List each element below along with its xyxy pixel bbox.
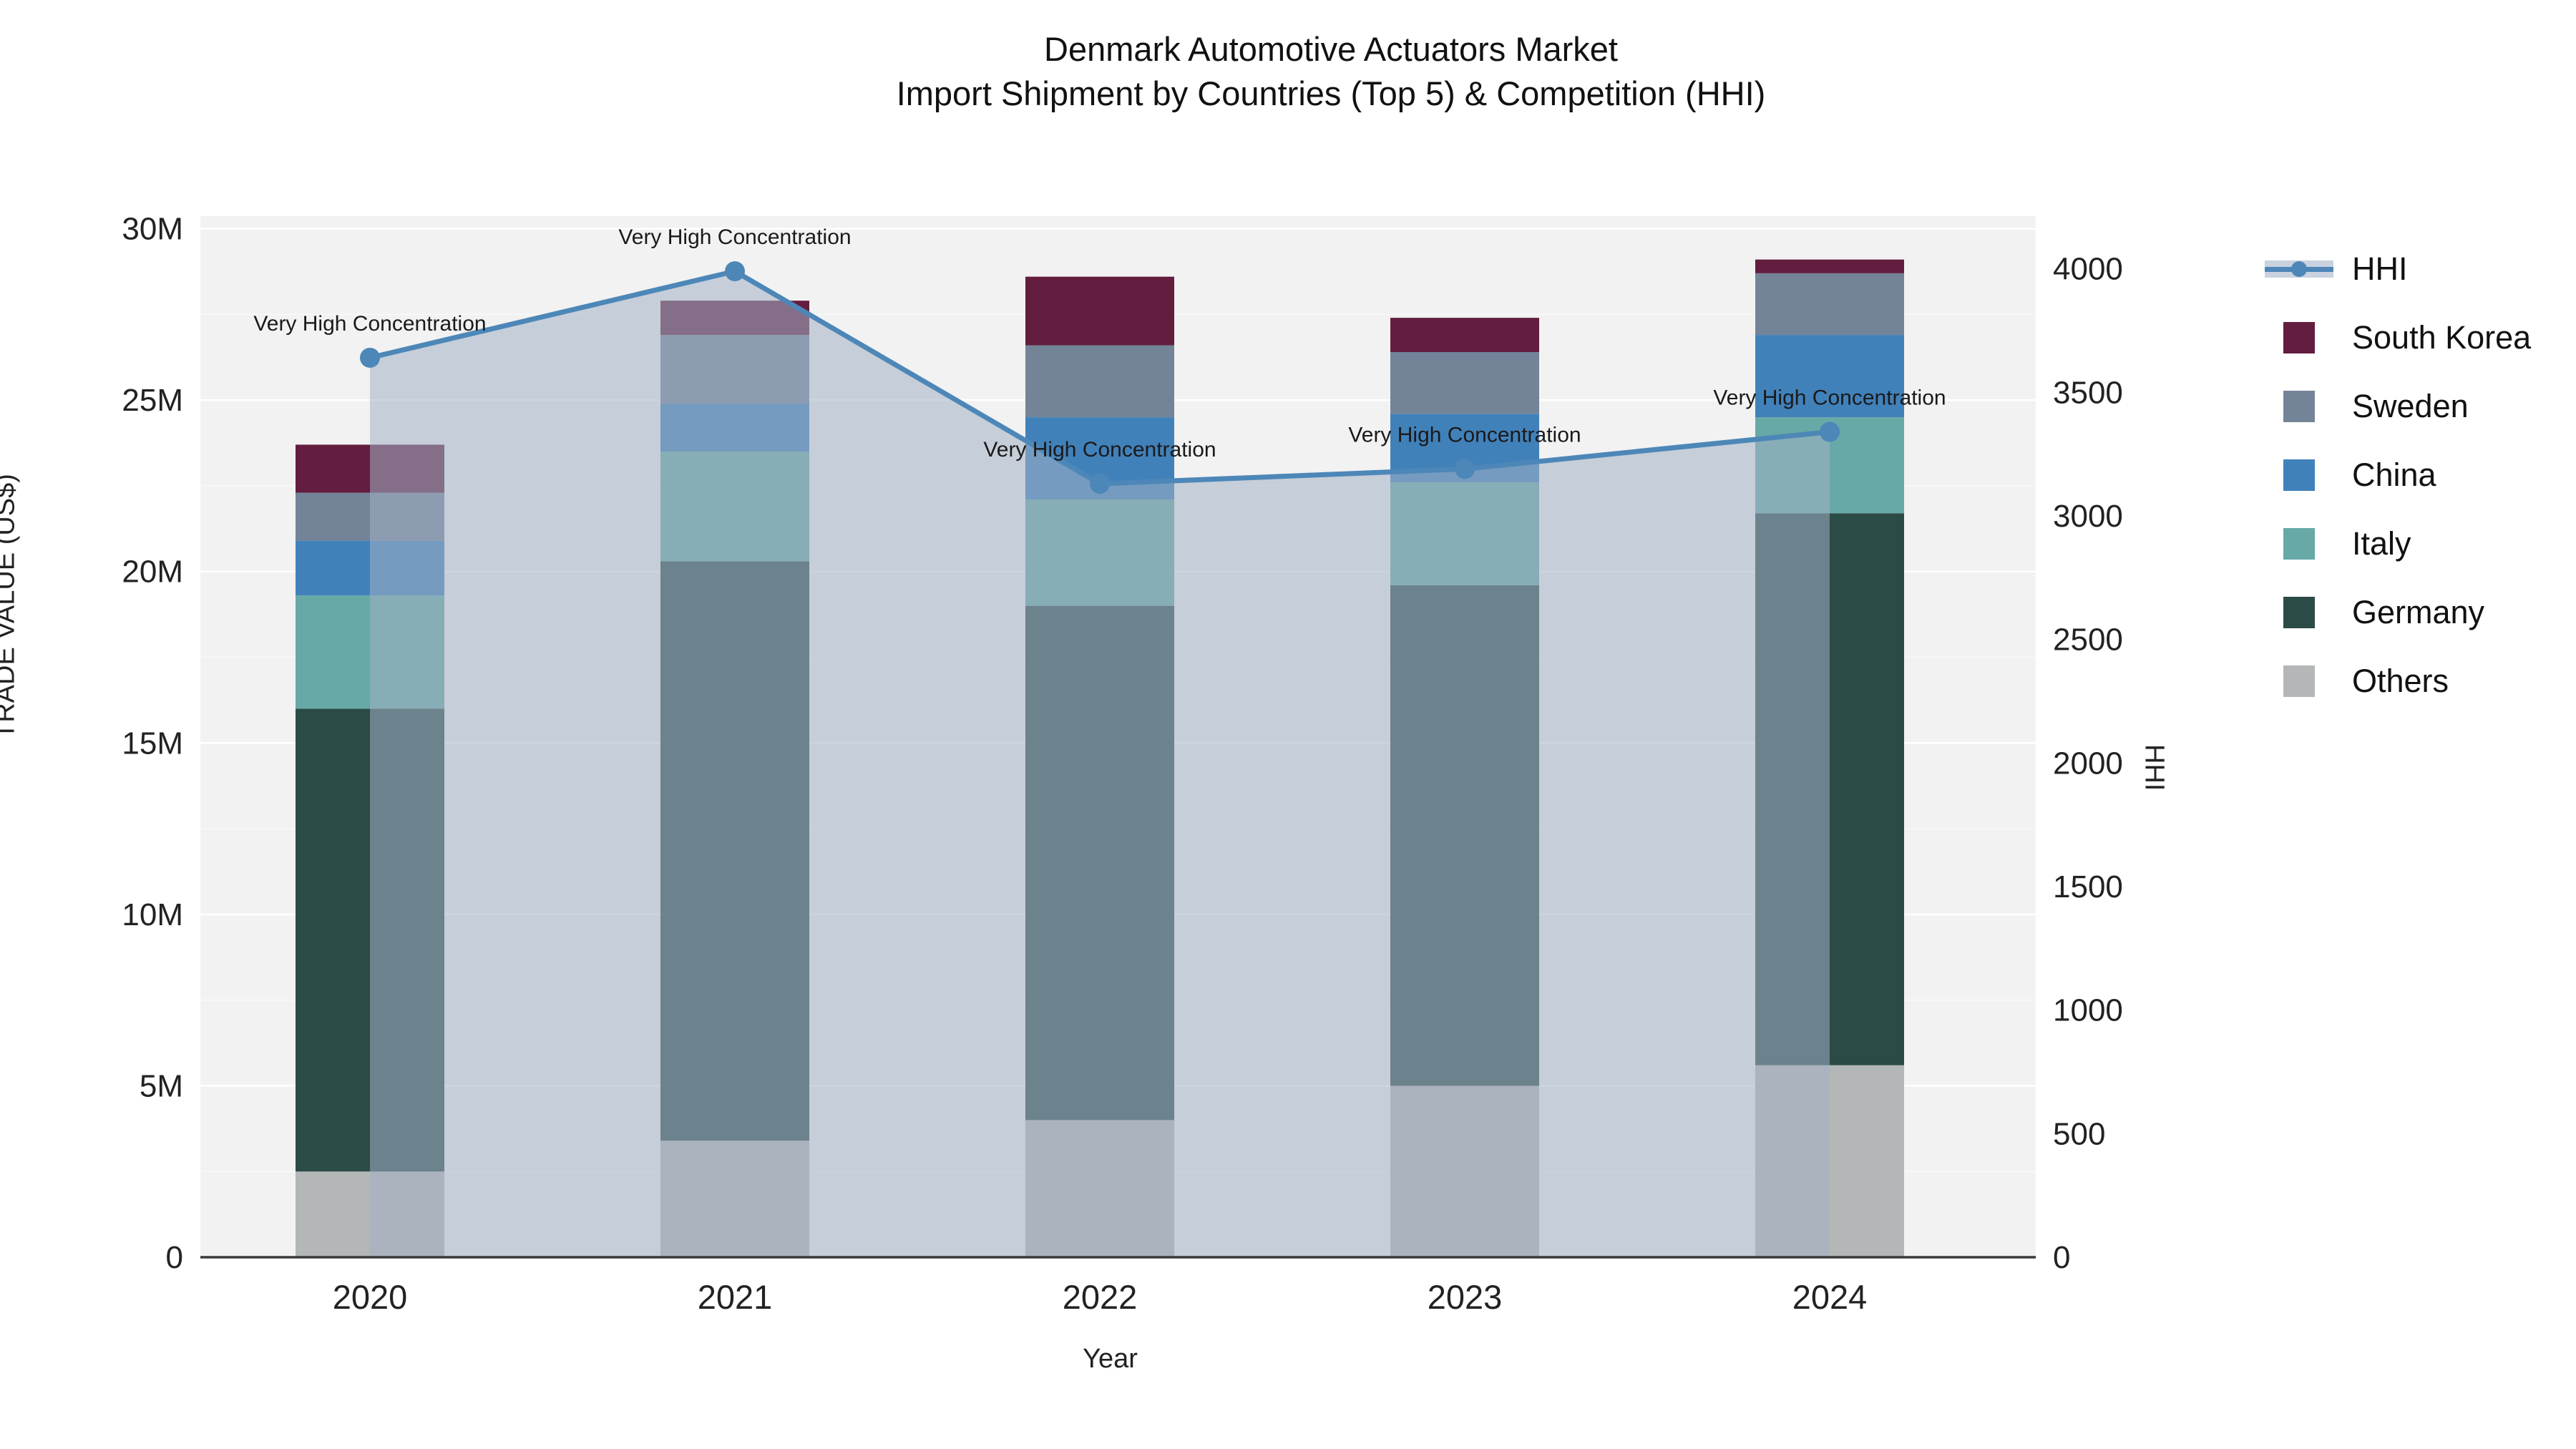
x-tick-label-2023: 2023 bbox=[1428, 1278, 1503, 1316]
legend-swatch-italy bbox=[2283, 528, 2315, 560]
legend-marker-column bbox=[2265, 597, 2333, 628]
y2-tick-label: 2500 bbox=[2053, 623, 2123, 658]
legend-marker-column bbox=[2265, 459, 2333, 491]
y-tick-label: 20M bbox=[122, 555, 183, 590]
annotation-2023: Very High Concentration bbox=[1348, 423, 1581, 447]
y-tick-label: 0 bbox=[166, 1240, 183, 1275]
legend-label: Sweden bbox=[2352, 388, 2469, 424]
bar-segment-sweden-2022[interactable] bbox=[1025, 345, 1174, 418]
hhi-point-2023[interactable] bbox=[1455, 459, 1475, 479]
legend-swatch-others bbox=[2283, 665, 2315, 697]
legend-item-germany[interactable]: Germany bbox=[2265, 578, 2531, 647]
legend-label: HHI bbox=[2352, 250, 2408, 287]
x-tick-label-2021: 2021 bbox=[698, 1278, 773, 1316]
annotation-2021: Very High Concentration bbox=[618, 225, 851, 249]
x-tick-label-2020: 2020 bbox=[333, 1278, 408, 1316]
hhi-point-2020[interactable] bbox=[360, 347, 380, 368]
bar-segment-sweden-2024[interactable] bbox=[1755, 273, 1904, 336]
x-tick-label-2024: 2024 bbox=[1792, 1278, 1868, 1316]
bar-segment-sweden-2023[interactable] bbox=[1390, 352, 1539, 414]
legend-marker-column bbox=[2265, 528, 2333, 560]
y2-tick-label: 4000 bbox=[2053, 252, 2123, 287]
bar-segment-china-2024[interactable] bbox=[1755, 335, 1904, 418]
legend: HHI South Korea Sweden China Italy Germany Oth… bbox=[2265, 235, 2531, 716]
legend-item-hhi[interactable]: HHI bbox=[2265, 235, 2531, 303]
y-tick-label: 5M bbox=[140, 1068, 183, 1103]
chart-title-line2: Import Shipment by Countries (Top 5) & C… bbox=[896, 74, 1766, 113]
y-tick-label: 30M bbox=[122, 212, 183, 247]
bar-segment-south-korea-2022[interactable] bbox=[1025, 276, 1174, 346]
hhi-point-2021[interactable] bbox=[725, 261, 745, 282]
hhi-point-2024[interactable] bbox=[1820, 421, 1840, 442]
x-tick-label-2022: 2022 bbox=[1063, 1278, 1138, 1316]
legend-marker-column bbox=[2265, 322, 2333, 353]
y-tick-label: 15M bbox=[122, 726, 183, 761]
annotation-2020: Very High Concentration bbox=[253, 312, 486, 336]
hhi-line-legend-marker bbox=[2265, 255, 2333, 283]
legend-marker-column bbox=[2265, 391, 2333, 422]
legend-swatch-china bbox=[2283, 459, 2315, 491]
legend-item-italy[interactable]: Italy bbox=[2265, 509, 2531, 578]
legend-label: South Korea bbox=[2352, 319, 2532, 356]
chart-title: Denmark Automotive Actuators Market Impo… bbox=[43, 27, 2576, 116]
annotation-2024: Very High Concentration bbox=[1713, 386, 1946, 410]
legend-swatch-south-korea bbox=[2283, 322, 2315, 353]
y2-tick-label: 500 bbox=[2053, 1116, 2105, 1151]
legend-item-china[interactable]: China bbox=[2265, 441, 2531, 509]
y2-tick-label: 3000 bbox=[2053, 499, 2123, 534]
x-axis-title: Year bbox=[1083, 1344, 1138, 1374]
chart-title-line1: Denmark Automotive Actuators Market bbox=[1044, 30, 1618, 68]
y-tick-label: 10M bbox=[122, 897, 183, 932]
hhi-point-2022[interactable] bbox=[1090, 474, 1110, 494]
legend-label: Germany bbox=[2352, 594, 2485, 630]
y2-tick-label: 1500 bbox=[2053, 869, 2123, 904]
y2-tick-label: 1000 bbox=[2053, 993, 2123, 1028]
y2-tick-label: 3500 bbox=[2053, 375, 2123, 410]
legend-item-south-korea[interactable]: South Korea bbox=[2265, 303, 2531, 372]
y2-tick-label: 0 bbox=[2053, 1240, 2070, 1275]
legend-item-sweden[interactable]: Sweden bbox=[2265, 372, 2531, 441]
legend-label: China bbox=[2352, 457, 2436, 493]
legend-swatch-germany bbox=[2283, 597, 2315, 628]
annotation-2022: Very High Concentration bbox=[983, 438, 1216, 462]
legend-label: Italy bbox=[2352, 525, 2411, 562]
legend-swatch-sweden bbox=[2283, 391, 2315, 422]
hhi-area-fill bbox=[370, 271, 1830, 1257]
bar-segment-south-korea-2024[interactable] bbox=[1755, 259, 1904, 273]
bar-segment-south-korea-2023[interactable] bbox=[1390, 318, 1539, 353]
legend-item-others[interactable]: Others bbox=[2265, 647, 2531, 716]
hhi-line-legend-dot bbox=[2291, 261, 2307, 277]
y-tick-label: 25M bbox=[122, 383, 183, 418]
legend-marker-column bbox=[2265, 665, 2333, 697]
y2-tick-label: 2000 bbox=[2053, 746, 2123, 781]
legend-label: Others bbox=[2352, 663, 2449, 699]
